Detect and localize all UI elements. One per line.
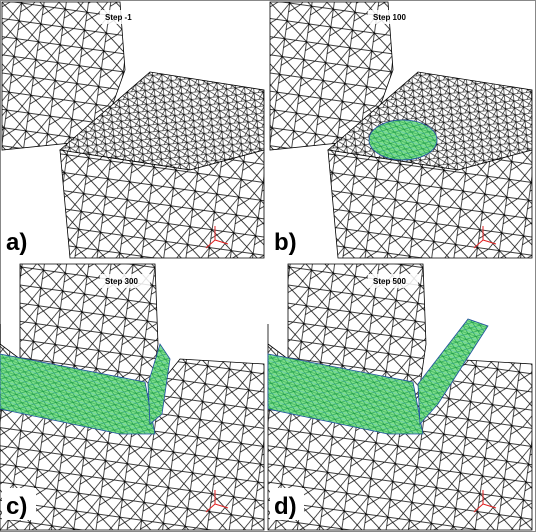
panel: Step -1 a): [2, 2, 266, 266]
step-label: Step 300: [105, 277, 138, 286]
weld-pool: [369, 120, 437, 160]
step-label: Step 100: [373, 13, 406, 22]
figure: Step -1 a) Step 100 b) Step 300 c) Step 500 d): [0, 0, 536, 532]
step-label: Step 500: [373, 277, 406, 286]
panel-label: d): [274, 493, 297, 520]
panel-label: b): [274, 229, 297, 256]
panel: Step 500 d): [268, 264, 534, 530]
panel: Step 100 b): [270, 2, 534, 266]
panel-label: c): [6, 493, 27, 520]
block-front: [60, 150, 264, 258]
block-front: [328, 150, 532, 258]
step-label: Step -1: [105, 13, 132, 22]
panel-label: a): [6, 229, 27, 256]
panel: Step 300 c): [0, 264, 266, 530]
